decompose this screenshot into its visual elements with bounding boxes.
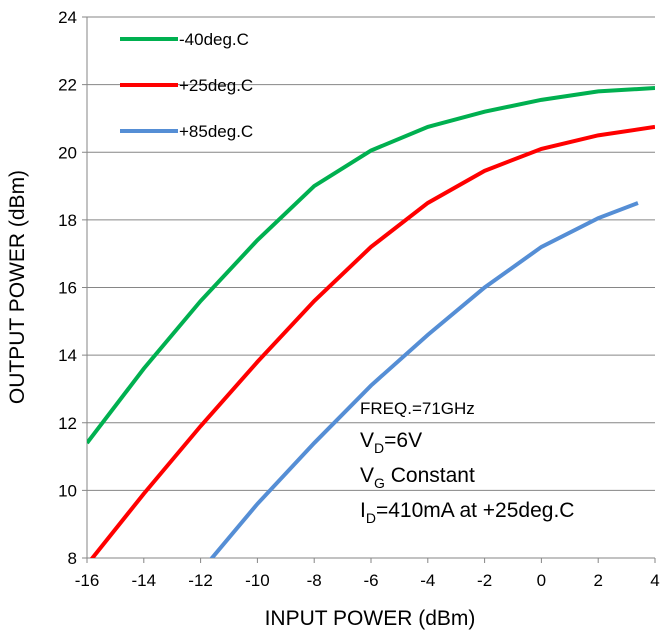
series-line	[209, 201, 639, 558]
annotation-part: V	[360, 464, 374, 487]
x-tick-label: -2	[477, 571, 492, 590]
annotation-part: I	[360, 499, 366, 522]
legend-label: +25deg.C	[179, 76, 253, 95]
x-tick-label: 2	[593, 571, 602, 590]
y-axis-title: OUTPUT POWER (dBm)	[6, 170, 29, 404]
annotation: FREQ.=71GHz	[360, 399, 475, 418]
annotation-part: =410mA at +25deg.C	[376, 499, 575, 522]
y-tick-label: 18	[58, 211, 77, 230]
y-tick-label: 22	[58, 76, 77, 95]
annotation-part: FREQ.=71GHz	[360, 399, 475, 418]
x-tick-label: -16	[75, 571, 100, 590]
y-tick-label: 10	[58, 481, 77, 500]
annotation: VG Constant	[360, 464, 475, 491]
y-tick-label: 20	[58, 143, 77, 162]
x-tick-label: -8	[307, 571, 322, 590]
x-tick-label: -12	[188, 571, 213, 590]
legend-label: -40deg.C	[179, 30, 249, 49]
annotation-part: V	[360, 429, 374, 452]
x-tick-label: -14	[132, 571, 157, 590]
annotation-part: Constant	[385, 464, 475, 487]
x-tick-label: -6	[363, 571, 378, 590]
y-tick-label: 12	[58, 414, 77, 433]
annotation-part: D	[374, 440, 384, 456]
series-line	[89, 124, 655, 558]
y-tick-label: 14	[58, 346, 77, 365]
x-tick-label: 4	[650, 571, 659, 590]
series-line	[87, 86, 655, 445]
x-tick-label: -4	[420, 571, 435, 590]
x-axis-title: INPUT POWER (dBm)	[265, 607, 476, 630]
annotation: ID=410mA at +25deg.C	[360, 499, 574, 526]
annotation: VD=6V	[360, 429, 422, 456]
x-tick-label: -10	[245, 571, 270, 590]
annotation-part: =6V	[384, 429, 422, 452]
y-tick-label: 8	[68, 549, 77, 568]
y-tick-label: 24	[58, 8, 77, 27]
annotation-part: D	[366, 510, 376, 526]
annotation-part: G	[374, 475, 385, 491]
legend-label: +85deg.C	[179, 122, 253, 141]
x-tick-label: 0	[537, 571, 546, 590]
y-tick-label: 16	[58, 279, 77, 298]
